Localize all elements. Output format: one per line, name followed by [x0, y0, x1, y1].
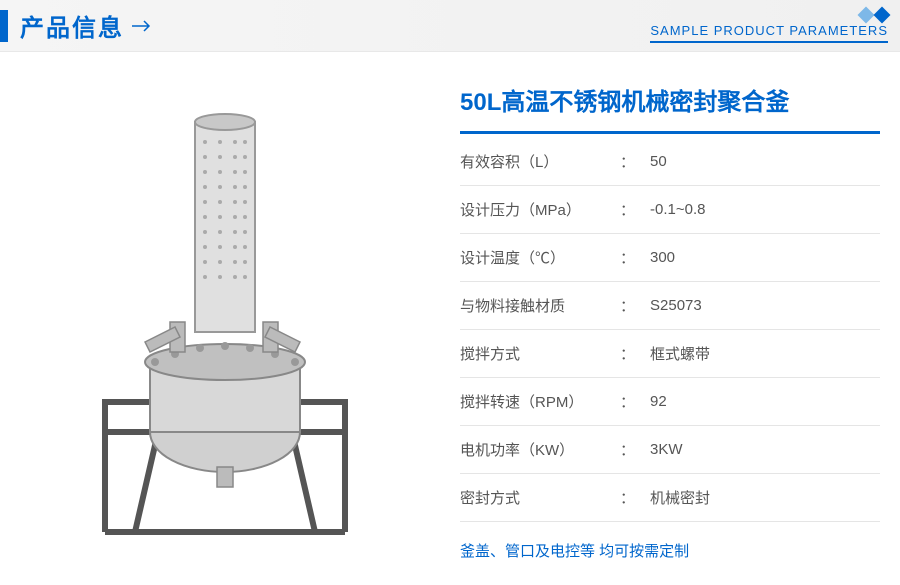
spec-label: 有效容积（L）	[460, 151, 620, 172]
header-accent-bar	[0, 10, 8, 42]
diamond-icon	[858, 6, 875, 23]
spec-colon: ：	[620, 487, 650, 508]
product-title: 50L高温不锈钢机械密封聚合釜	[460, 82, 880, 134]
spec-colon: ：	[620, 199, 650, 220]
product-image-area	[20, 82, 450, 562]
spec-label: 电机功率（KW）	[460, 439, 620, 460]
spec-row: 密封方式：机械密封	[460, 474, 880, 522]
spec-colon: ：	[620, 439, 650, 460]
spec-value: S25073	[650, 297, 880, 314]
spec-colon: ：	[620, 391, 650, 412]
header-left: 产品信息	[0, 0, 154, 51]
spec-table: 有效容积（L）：50设计压力（MPa）：-0.1~0.8设计温度（℃）：300与…	[460, 138, 880, 522]
spec-row: 有效容积（L）：50	[460, 138, 880, 186]
spec-row: 搅拌转速（RPM）：92	[460, 378, 880, 426]
spec-row: 设计温度（℃）：300	[460, 234, 880, 282]
spec-row: 与物料接触材质：S25073	[460, 282, 880, 330]
spec-label: 设计温度（℃）	[460, 247, 620, 268]
header-subtitle: SAMPLE PRODUCT PARAMETERS	[650, 23, 888, 43]
spec-area: 50L高温不锈钢机械密封聚合釜 有效容积（L）：50设计压力（MPa）：-0.1…	[450, 82, 880, 562]
spec-value: 机械密封	[650, 487, 880, 508]
arrow-right-icon	[132, 19, 154, 33]
header-right: SAMPLE PRODUCT PARAMETERS	[650, 9, 888, 43]
content-area: 50L高温不锈钢机械密封聚合釜 有效容积（L）：50设计压力（MPa）：-0.1…	[0, 52, 900, 582]
spec-label: 与物料接触材质	[460, 295, 620, 316]
spec-label: 搅拌方式	[460, 343, 620, 364]
spec-value: 框式螺带	[650, 343, 880, 364]
product-image	[45, 92, 425, 552]
header-title: 产品信息	[20, 8, 124, 43]
spec-label: 搅拌转速（RPM）	[460, 391, 620, 412]
spec-value: 300	[650, 249, 880, 266]
spec-row: 搅拌方式：框式螺带	[460, 330, 880, 378]
spec-value: 92	[650, 393, 880, 410]
spec-row: 设计压力（MPa）：-0.1~0.8	[460, 186, 880, 234]
spec-colon: ：	[620, 151, 650, 172]
spec-colon: ：	[620, 295, 650, 316]
diamond-icon	[874, 6, 891, 23]
spec-colon: ：	[620, 343, 650, 364]
header: 产品信息 SAMPLE PRODUCT PARAMETERS	[0, 0, 900, 52]
diamond-decoration	[860, 9, 888, 21]
spec-value: 3KW	[650, 441, 880, 458]
spec-label: 密封方式	[460, 487, 620, 508]
spec-label: 设计压力（MPa）	[460, 199, 620, 220]
spec-row: 电机功率（KW）：3KW	[460, 426, 880, 474]
spec-colon: ：	[620, 247, 650, 268]
spec-value: -0.1~0.8	[650, 201, 880, 218]
footer-note: 釜盖、管口及电控等 均可按需定制	[460, 540, 880, 561]
spec-value: 50	[650, 153, 880, 170]
